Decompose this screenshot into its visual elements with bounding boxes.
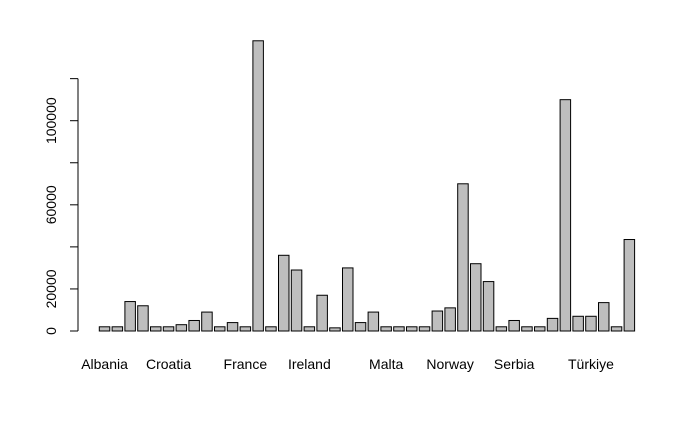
bar bbox=[316, 294, 328, 332]
bar bbox=[393, 326, 405, 332]
bar bbox=[457, 183, 469, 332]
bar bbox=[482, 281, 495, 332]
bar bbox=[252, 40, 264, 332]
bar bbox=[559, 99, 572, 332]
bar bbox=[265, 326, 277, 332]
bar bbox=[418, 326, 431, 332]
bar bbox=[278, 254, 290, 332]
bar bbox=[354, 322, 367, 332]
x-category-label: Türkiye bbox=[568, 356, 614, 372]
bar bbox=[431, 310, 444, 332]
y-axis: 0 20000 60000 100000 bbox=[43, 78, 79, 335]
bar bbox=[188, 319, 200, 332]
bar bbox=[290, 269, 303, 332]
bar bbox=[98, 326, 111, 332]
x-category-label: Serbia bbox=[494, 356, 535, 372]
bar bbox=[111, 326, 124, 332]
bar bbox=[342, 267, 354, 332]
bar bbox=[175, 324, 188, 332]
x-category-label: Albania bbox=[81, 356, 128, 372]
bar bbox=[124, 301, 136, 332]
bar bbox=[406, 326, 418, 332]
bar bbox=[367, 311, 380, 332]
bar bbox=[470, 263, 482, 332]
y-tick-label: 100000 bbox=[43, 97, 59, 144]
bar bbox=[380, 326, 392, 332]
bar bbox=[623, 239, 636, 332]
bar bbox=[214, 326, 226, 332]
x-category-label: France bbox=[224, 356, 268, 372]
bar bbox=[303, 326, 316, 332]
x-category-label: Norway bbox=[426, 356, 473, 372]
bar bbox=[226, 322, 239, 332]
bar bbox=[572, 315, 584, 332]
bar bbox=[162, 326, 175, 332]
bar bbox=[610, 326, 623, 332]
bar bbox=[444, 307, 456, 332]
y-tick-label: 0 bbox=[43, 327, 59, 335]
x-category-labels: Albania Croatia France Ireland Malta Norway Se… bbox=[81, 356, 614, 372]
y-tick-label: 60000 bbox=[43, 185, 59, 224]
bar bbox=[201, 311, 213, 332]
bar bbox=[598, 302, 610, 332]
bar bbox=[508, 319, 520, 332]
y-tick-label: 20000 bbox=[43, 269, 59, 308]
bars-group bbox=[98, 40, 636, 332]
bar bbox=[239, 326, 252, 332]
bar bbox=[585, 315, 597, 332]
bar bbox=[495, 326, 508, 332]
bar bbox=[534, 326, 546, 332]
bar bbox=[521, 326, 533, 332]
bar bbox=[150, 326, 162, 332]
x-category-label: Ireland bbox=[288, 356, 331, 372]
bar bbox=[546, 317, 559, 332]
x-category-label: Malta bbox=[369, 356, 403, 372]
x-category-label: Croatia bbox=[146, 356, 191, 372]
bar bbox=[329, 327, 341, 332]
bar bbox=[137, 305, 149, 332]
